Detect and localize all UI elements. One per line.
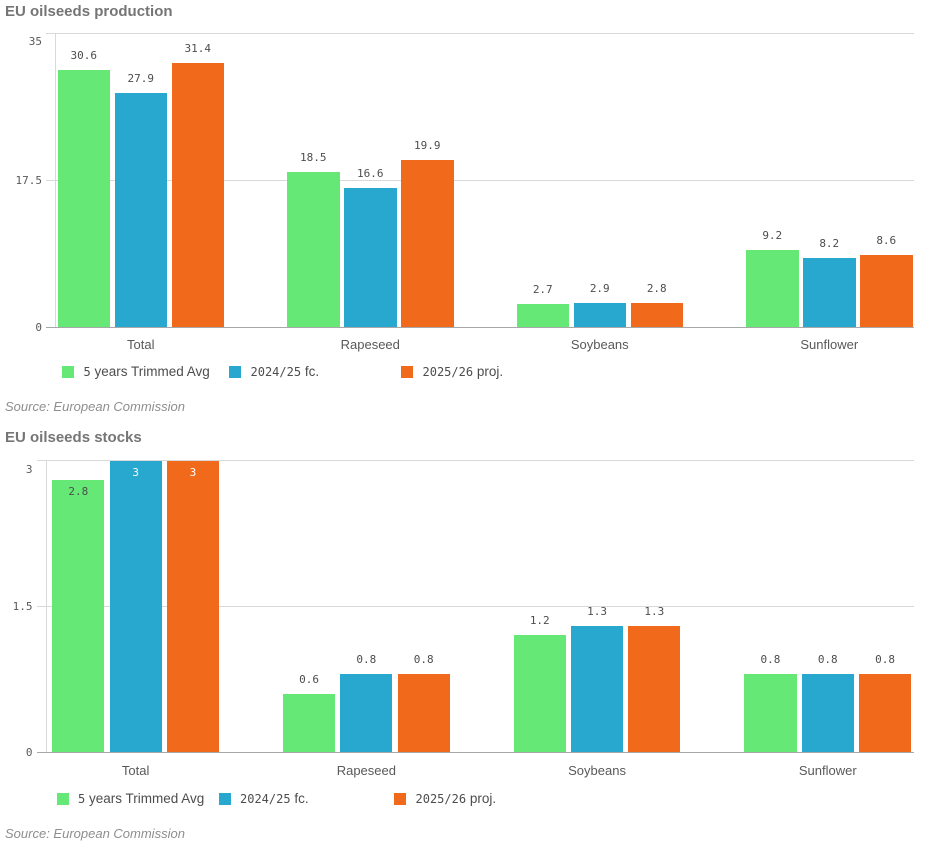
bar-total-2024-25-fc[interactable] xyxy=(114,92,167,327)
category-label-total: Total xyxy=(121,763,150,778)
legend-label-2024-25-fc: 2024/25 fc. xyxy=(250,363,320,379)
bar-soybeans-2024-25-fc[interactable] xyxy=(570,625,624,752)
legend-swatch-2024-25-fc xyxy=(229,365,241,378)
y-tick-label-3: 3 xyxy=(25,462,33,476)
bar-soybeans-5-years-trimmed-avg[interactable] xyxy=(516,304,569,327)
legend-label-5-years-trimmed-avg: 5 years Trimmed Avg xyxy=(83,363,210,379)
y-tick-label-0: 0 xyxy=(25,745,33,759)
value-label-rapeseed-5-years-trimmed-avg: 18.5 xyxy=(300,150,327,164)
source-note-production: Source: European Commission xyxy=(5,399,185,414)
chart-title-production: EU oilseeds production xyxy=(5,3,173,20)
bar-sunflower-2025-26-proj[interactable] xyxy=(858,674,912,752)
bar-soybeans-2025-26-proj[interactable] xyxy=(630,303,683,327)
legend-item-2024-25-fc[interactable]: 2024/25 fc. xyxy=(229,363,379,380)
value-label-sunflower-2024-25-fc: 0.8 xyxy=(817,653,838,667)
bar-rapeseed-2024-25-fc[interactable] xyxy=(344,187,397,327)
y-tick-label-1-5: 1.5 xyxy=(12,599,33,613)
value-label-sunflower-2025-26-proj: 0.8 xyxy=(875,653,895,667)
legend-item-5-years-trimmed-avg[interactable]: 5 years Trimmed Avg xyxy=(56,790,207,807)
gridline-17-5 xyxy=(46,179,914,181)
category-label-sunflower: Sunflower xyxy=(800,337,859,352)
value-label-total-5-years-trimmed-avg: 2.8 xyxy=(68,484,89,498)
value-label-soybeans-2024-25-fc: 2.9 xyxy=(589,281,610,295)
bar-soybeans-2024-25-fc[interactable] xyxy=(573,302,626,327)
category-label-rapeseed: Rapeseed xyxy=(340,337,400,352)
bar-soybeans-5-years-trimmed-avg[interactable] xyxy=(513,635,566,752)
legend-item-2025-26-proj[interactable]: 2025/26 proj. xyxy=(394,790,544,807)
bar-rapeseed-5-years-trimmed-avg[interactable] xyxy=(282,693,336,752)
legend-item-2025-26-proj[interactable]: 2025/26 proj. xyxy=(401,363,551,380)
value-label-sunflower-5-years-trimmed-avg: 0.8 xyxy=(760,653,781,667)
legend-label-2025-26-proj: 2025/26 proj. xyxy=(415,790,497,806)
bar-soybeans-2025-26-proj[interactable] xyxy=(628,625,681,752)
bar-rapeseed-2025-26-proj[interactable] xyxy=(397,674,450,752)
legend-label-number: 5 xyxy=(83,364,91,379)
bar-rapeseed-5-years-trimmed-avg[interactable] xyxy=(287,171,340,327)
value-label-total-2024-25-fc: 27.9 xyxy=(127,71,155,85)
value-label-soybeans-2025-26-proj: 2.8 xyxy=(646,282,667,296)
legend-item-2024-25-fc[interactable]: 2024/25 fc. xyxy=(218,790,369,807)
y-tick-label-17-5: 17.5 xyxy=(15,173,43,187)
value-label-sunflower-2024-25-fc: 8.2 xyxy=(819,237,840,251)
legend-label-number: 2025/26 xyxy=(415,791,467,806)
value-label-rapeseed-2024-25-fc: 0.8 xyxy=(356,653,377,667)
legend-swatch-2025-26-proj xyxy=(394,792,406,805)
legend-swatch-5-years-trimmed-avg xyxy=(62,365,74,378)
legend-item-5-years-trimmed-avg[interactable]: 5 years Trimmed Avg xyxy=(62,363,212,380)
bar-total-5-years-trimmed-avg[interactable] xyxy=(57,69,110,327)
value-label-total-5-years-trimmed-avg: 30.6 xyxy=(70,48,98,62)
bar-sunflower-5-years-trimmed-avg[interactable] xyxy=(746,249,799,327)
y-axis-line xyxy=(45,460,47,752)
legend-label-5-years-trimmed-avg: 5 years Trimmed Avg xyxy=(78,790,205,806)
x-axis-baseline xyxy=(46,326,914,328)
value-label-sunflower-5-years-trimmed-avg: 9.2 xyxy=(762,228,783,242)
legend-swatch-2025-26-proj xyxy=(401,365,413,378)
value-label-soybeans-5-years-trimmed-avg: 1.2 xyxy=(529,614,550,628)
legend-label-number: 2025/26 xyxy=(422,364,474,379)
legend-swatch-2024-25-fc xyxy=(218,792,231,805)
bar-sunflower-5-years-trimmed-avg[interactable] xyxy=(744,674,797,752)
category-label-total: Total xyxy=(127,337,155,352)
y-tick-label-35: 35 xyxy=(28,35,42,48)
value-label-rapeseed-5-years-trimmed-avg: 0.6 xyxy=(299,672,319,686)
value-label-sunflower-2025-26-proj: 8.6 xyxy=(876,233,897,247)
legend-label-2025-26-proj: 2025/26 proj. xyxy=(422,363,504,379)
category-label-soybeans: Soybeans xyxy=(570,337,629,352)
source-note-stocks: Source: European Commission xyxy=(5,826,185,841)
x-axis-baseline xyxy=(36,751,914,753)
value-label-soybeans-2025-26-proj: 1.3 xyxy=(644,604,665,618)
y-axis-line xyxy=(55,33,56,327)
category-label-sunflower: Sunflower xyxy=(798,763,857,778)
value-label-total-2025-26-proj: 3 xyxy=(189,465,197,479)
bar-total-5-years-trimmed-avg[interactable] xyxy=(52,479,105,752)
bar-sunflower-2024-25-fc[interactable] xyxy=(803,258,856,327)
legend-swatch-5-years-trimmed-avg xyxy=(56,792,69,805)
value-label-total-2024-25-fc: 3 xyxy=(132,465,139,479)
bar-rapeseed-2025-26-proj[interactable] xyxy=(401,159,454,327)
value-label-soybeans-2024-25-fc: 1.3 xyxy=(587,604,607,618)
chart-title-stocks: EU oilseeds stocks xyxy=(5,429,142,446)
value-label-rapeseed-2025-26-proj: 19.9 xyxy=(414,138,441,152)
category-label-soybeans: Soybeans xyxy=(568,763,626,778)
value-label-rapeseed-2025-26-proj: 0.8 xyxy=(413,653,434,667)
bar-total-2025-26-proj[interactable] xyxy=(171,63,224,327)
bar-total-2025-26-proj[interactable] xyxy=(166,460,220,752)
bar-sunflower-2024-25-fc[interactable] xyxy=(801,674,854,752)
value-label-soybeans-5-years-trimmed-avg: 2.7 xyxy=(532,283,553,297)
category-label-rapeseed: Rapeseed xyxy=(336,763,396,778)
bar-rapeseed-2024-25-fc[interactable] xyxy=(340,674,393,752)
legend-label-2024-25-fc: 2024/25 fc. xyxy=(240,790,309,806)
bar-sunflower-2025-26-proj[interactable] xyxy=(860,254,913,327)
legend-label-number: 2024/25 xyxy=(250,364,302,379)
gridline-35 xyxy=(46,32,914,34)
value-label-rapeseed-2024-25-fc: 16.6 xyxy=(357,166,384,180)
bar-total-2024-25-fc[interactable] xyxy=(109,460,162,752)
gridline-3 xyxy=(36,460,914,461)
legend-label-number: 2024/25 xyxy=(240,791,291,806)
gridline-1-5 xyxy=(36,605,914,607)
y-tick-label-0: 0 xyxy=(35,320,42,334)
value-label-total-2025-26-proj: 31.4 xyxy=(184,42,212,56)
legend-label-number: 5 xyxy=(78,791,86,806)
